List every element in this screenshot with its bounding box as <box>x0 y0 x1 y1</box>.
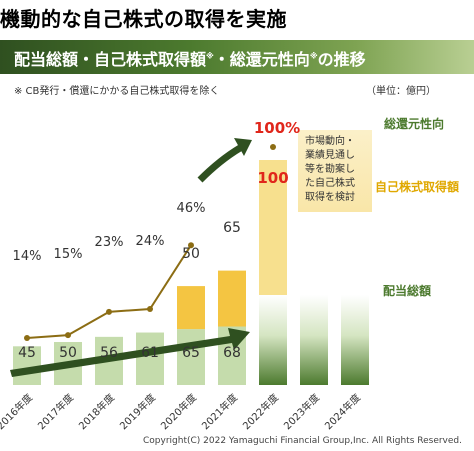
dividend-bar <box>136 332 164 385</box>
x-tick-label: 2016年度 <box>0 391 35 432</box>
growth-arrow <box>10 328 250 377</box>
x-tick-label: 2018年度 <box>76 391 117 432</box>
future-buyback-bar <box>259 160 287 295</box>
legend-dividend: 配当総額 <box>383 283 431 298</box>
footnote: ※ CB発行・償還にかかる自己株式取得を除く <box>14 86 220 97</box>
future-dividend-bar <box>300 295 328 385</box>
subtitle-note-mark: ※ <box>309 51 318 61</box>
dividend-bar <box>177 329 205 385</box>
curved-arrow <box>197 144 242 183</box>
future-dividend-bar <box>259 295 287 385</box>
dividend-label: 61 <box>141 345 159 361</box>
payout-line <box>26 244 192 339</box>
buyback-label: 65 <box>223 220 241 236</box>
callout-text: た自己株式 <box>305 176 355 189</box>
payout-label: 46% <box>177 201 206 216</box>
x-tick-label: 2020年度 <box>158 391 199 432</box>
buyback-label: 50 <box>182 246 200 262</box>
curved-arrow-head <box>234 138 252 156</box>
subtitle-banner: 配当総額・自己株式取得額※・総還元性向※の推移 <box>0 40 474 74</box>
callout-box <box>298 130 372 212</box>
x-tick-label: 2023年度 <box>281 391 322 432</box>
dividend-label: 68 <box>223 345 241 361</box>
chart-subtitle: 配当総額・自己株式取得額※・総還元性向※の推移 <box>14 46 366 70</box>
dividend-label: 50 <box>59 345 77 361</box>
payout-point <box>188 242 194 249</box>
subtitle-note-mark: ※ <box>206 51 214 61</box>
dividend-label: 65 <box>182 345 200 361</box>
payout-point <box>24 335 30 341</box>
callout-text: 業績見通し <box>305 148 355 161</box>
copyright: Copyright(C) 2022 Yamaguchi Financial Gr… <box>143 436 462 446</box>
buyback-bar <box>218 270 246 327</box>
x-tick-label: 2021年度 <box>199 391 240 432</box>
dividend-label: 56 <box>100 345 118 361</box>
subtitle-part: ・総還元性向 <box>213 50 310 69</box>
future-dividend-bar <box>341 295 369 385</box>
x-tick-label: 2024年度 <box>322 391 363 432</box>
callout-text: 等を勘案し <box>305 162 355 175</box>
payout-point <box>270 144 276 150</box>
payout-point <box>106 308 112 315</box>
payout-label: 100% <box>254 119 300 137</box>
unit-label: （単位：億円） <box>366 86 436 97</box>
payout-point <box>147 306 153 312</box>
legend-buyback: 自己株式取得額 <box>375 179 459 194</box>
legend-payout: 総還元性向 <box>384 116 444 131</box>
buyback-bar <box>177 286 205 330</box>
buyback-label: 100 <box>257 169 288 187</box>
x-tick-label: 2017年度 <box>35 391 76 432</box>
x-tick-label: 2019年度 <box>117 391 158 432</box>
payout-label: 23% <box>95 235 124 250</box>
payout-label: 14% <box>13 249 42 264</box>
callout-text: 市場動向・ <box>305 134 355 147</box>
payout-label: 15% <box>54 247 83 262</box>
dividend-bar <box>13 346 41 385</box>
subtitle-part: 配当総額・自己株式取得額 <box>14 50 207 69</box>
x-tick-label: 2022年度 <box>240 391 281 432</box>
subtitle-part: の推移 <box>317 50 366 69</box>
payout-point <box>65 332 71 339</box>
callout-text: 取得を検討 <box>305 190 355 203</box>
page-title: 機動的な自己株式の取得を実施 <box>0 7 287 31</box>
dividend-label: 45 <box>18 345 36 361</box>
payout-label: 24% <box>136 234 165 249</box>
